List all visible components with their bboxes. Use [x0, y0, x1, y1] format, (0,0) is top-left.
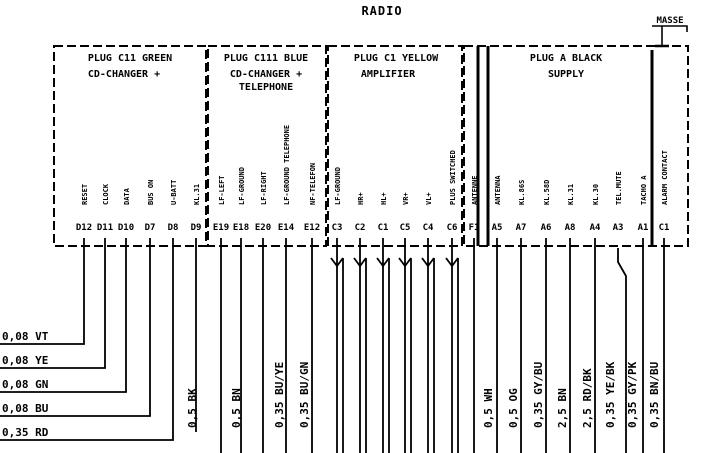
plug-c11-outline [53, 45, 207, 247]
ground-symbol: MASSE [652, 16, 688, 48]
pin-id-d7: D7 [145, 223, 156, 233]
left-wire-label: 0,08 GN [2, 378, 48, 391]
pin-label-bus-on: BUS ON [147, 180, 155, 205]
pin-label-hr: HR+ [357, 192, 365, 205]
pin-id-a1: A1 [638, 223, 649, 233]
pin-label-tel-mute: TEL.MUTE [615, 171, 623, 205]
plug-c1-outline [327, 45, 463, 247]
pin-id-c1: C1 [378, 223, 389, 233]
plug-c111-outline [207, 45, 327, 247]
plug-c1-title: PLUG C1 YELLOW [354, 53, 439, 64]
pin-id-e14: E14 [278, 223, 295, 233]
pin-id-a6: A6 [541, 223, 552, 233]
pin-id-a7: A7 [516, 223, 527, 233]
wire-spec-label: 2,5 BN [556, 388, 569, 428]
pin-label-kl-31: KL.31 [193, 184, 201, 205]
plug-c111-subtitle: CD-CHANGER + [230, 69, 302, 80]
pin-label-lf-ground: LF-GROUND [334, 167, 342, 205]
left-wire-label: 0,35 RD [2, 426, 49, 439]
pin-id-c4: C4 [423, 223, 434, 233]
pin-id-a8: A8 [565, 223, 576, 233]
ground-label: MASSE [656, 16, 683, 26]
plug-c11-subtitle: CD-CHANGER + [88, 69, 160, 80]
wire-spec-label: 0,35 BU/YE [273, 362, 286, 428]
plug-a-outline [463, 45, 689, 247]
pin-id-a4: A4 [590, 223, 601, 233]
pin-id-d10: D10 [118, 223, 134, 233]
pin-id-f1: F1 [469, 223, 480, 233]
wire-labels: 0,08 VT 0,08 YE 0,08 GN 0,08 BU 0,35 RD 0,5 B… [2, 330, 661, 439]
pin-label-data: DATA [123, 187, 131, 205]
pin-label-vl: VL+ [425, 192, 433, 205]
pin-label-lf-ground-telephone: LF-GROUND TELEPHONE [283, 125, 291, 205]
plug-a-subtitle: SUPPLY [548, 69, 584, 80]
pin-label-kl-86s: KL.86S [518, 180, 526, 205]
pin-label-kl-30: KL.30 [592, 184, 600, 205]
pin-label-alarm-contact: ALARM CONTACT [661, 150, 669, 205]
left-wire-label: 0,08 YE [2, 354, 48, 367]
plug-c111-subtitle-2: TELEPHONE [239, 82, 293, 93]
pin-label-clock: CLOCK [102, 183, 110, 205]
pin-label-lf-left: LF-LEFT [218, 175, 226, 205]
pin-id-c1: C1 [659, 223, 670, 233]
pins: RESET D12 CLOCK D11 DATA D10 BUS ON D7 U-BATT D8 K… [76, 125, 670, 233]
plug-outlines [53, 45, 689, 247]
plug-c1-subtitle: AMPLIFIER [361, 69, 416, 80]
pin-label-lf-ground: LF-GROUND [238, 167, 246, 205]
pin-id-c6: C6 [447, 223, 458, 233]
left-wire-label: 0,08 VT [2, 330, 49, 343]
pin-id-d9: D9 [191, 223, 202, 233]
wire-spec-label: 0,35 GY/BU [532, 361, 545, 428]
pin-label-tacho-a: TACHO A [640, 175, 648, 205]
plug-headers: PLUG C11 GREEN CD-CHANGER + PLUG C111 BL… [88, 53, 602, 93]
wire-spec-label: 2,5 RD/BK [581, 368, 594, 428]
pin-label-vr: VR+ [402, 192, 410, 205]
pin-id-e20: E20 [255, 223, 271, 233]
wire-spec-label: 0,5 BN [230, 388, 243, 428]
left-wire-3 [0, 296, 127, 393]
pin-label-reset: RESET [81, 184, 89, 205]
left-wire-5 [0, 346, 174, 441]
plug-c11-title: PLUG C11 GREEN [88, 53, 172, 64]
plug-c111-title: PLUG C111 BLUE [224, 53, 308, 64]
pin-id-e19: E19 [213, 223, 229, 233]
wire-spec-label: 0,35 GY/PK [626, 361, 639, 428]
wires [0, 238, 665, 453]
pin-id-c5: C5 [400, 223, 411, 233]
left-wire-2 [0, 272, 106, 369]
plug-a-title: PLUG A BLACK [530, 53, 602, 64]
pin-label-antenna: ANTENNA [494, 175, 502, 205]
wire-spec-label: 0,35 BU/GN [298, 362, 311, 428]
pin-label-kl-58d: KL.58D [543, 180, 551, 205]
pin-label-antenne: ANTENNE [471, 175, 479, 205]
wire-spec-label: 0,35 BN/BU [648, 361, 661, 428]
diagram-title: RADIO [361, 4, 402, 18]
pin-id-c2: C2 [355, 223, 366, 233]
pin-id-d8: D8 [168, 223, 179, 233]
wire-tel-mute [617, 248, 627, 453]
pin-id-d12: D12 [76, 223, 92, 233]
wire-spec-label: 0,5 OG [507, 388, 520, 428]
pin-label-lf-right: LF-RIGHT [260, 171, 268, 205]
left-wire-1 [0, 250, 85, 345]
pin-label-kl-31: KL.31 [567, 184, 575, 205]
pin-id-e12: E12 [304, 223, 320, 233]
pin-label-hl: HL+ [380, 192, 388, 205]
pin-id-c3: C3 [332, 223, 343, 233]
pin-id-d11: D11 [97, 223, 113, 233]
wire-spec-label: 0,5 WH [482, 388, 495, 428]
pin-id-a3: A3 [613, 223, 624, 233]
wire-spec-label: 0,5 BK [186, 388, 199, 428]
pin-id-e18: E18 [233, 223, 249, 233]
pin-label-u-batt: U-BATT [170, 180, 178, 205]
pin-label-plus-switched: PLUS SWITCHED [449, 150, 457, 205]
pin-label-nf-telefon: NF-TELEFON [309, 163, 317, 205]
left-wire-4 [0, 322, 151, 417]
left-wire-label: 0,08 BU [2, 402, 49, 415]
wire-spec-label: 0,35 YE/BK [604, 361, 617, 428]
pin-id-a5: A5 [492, 223, 503, 233]
